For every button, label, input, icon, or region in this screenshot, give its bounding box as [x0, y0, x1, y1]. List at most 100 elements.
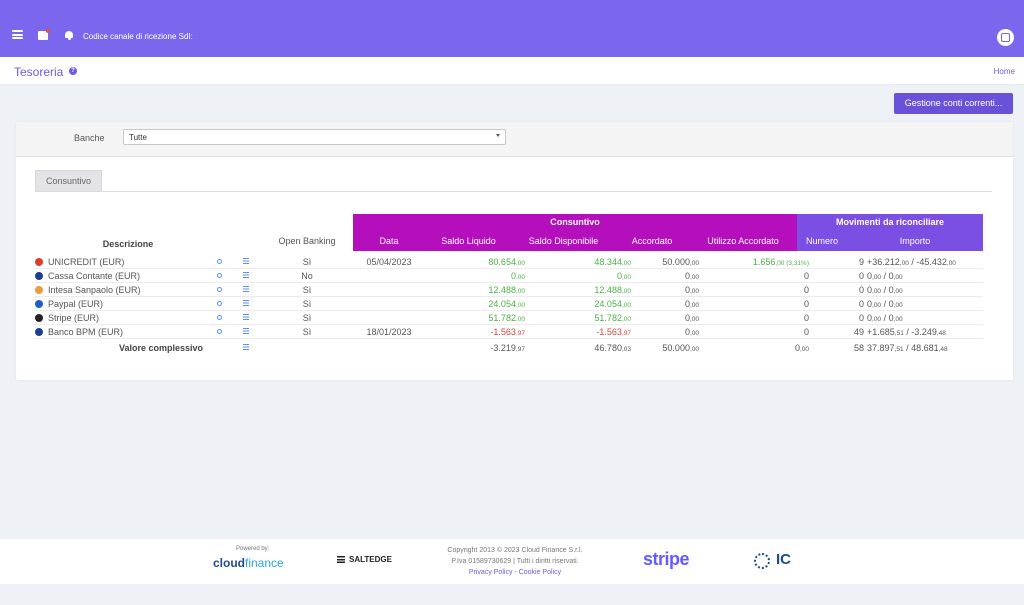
list-icon[interactable] — [243, 272, 249, 278]
messages-icon[interactable] — [38, 29, 50, 40]
search-icon[interactable] — [217, 301, 222, 306]
saldo-disponibile-value: 51.782,00 — [515, 313, 631, 323]
accordato-value-dec: ,00 — [689, 260, 699, 267]
list-icon[interactable] — [243, 258, 249, 264]
stripe-logo[interactable]: stripe — [643, 549, 690, 569]
list-icon[interactable] — [243, 328, 249, 334]
total-importo-negative-dec: ,48 — [938, 346, 948, 353]
menu-icon[interactable] — [12, 30, 23, 39]
tab-consuntivo[interactable]: Consuntivo — [35, 170, 102, 191]
help-icon[interactable]: ? — [69, 67, 77, 75]
accordato-value: 0,00 — [615, 313, 699, 323]
saldo-disponibile-value-dec: ,00 — [621, 274, 631, 281]
saldo-liquido-value-dec: ,00 — [515, 260, 525, 267]
utilizzo-accordato-value: 0 — [695, 285, 809, 295]
movimenti-header-band — [797, 214, 983, 251]
total-numero: 58 — [815, 343, 864, 353]
importo-positive-int: 0 — [867, 313, 873, 323]
date-value: 18/01/2023 — [366, 327, 412, 337]
list-icon[interactable] — [243, 286, 249, 292]
importo-negative-int: 0 — [888, 299, 894, 309]
importo-positive-int: +1.685 — [867, 327, 895, 337]
saldo-disponibile-value: 48.344,00 — [515, 257, 631, 267]
importo-positive-int: 0 — [867, 285, 873, 295]
movimenti-numero-value: 0 — [815, 299, 864, 309]
saltedge-icon — [337, 556, 345, 563]
account-name[interactable]: Banco BPM (EUR) — [48, 327, 124, 337]
importo-negative-int: 0 — [888, 285, 894, 295]
accordato-value-dec: ,00 — [689, 274, 699, 281]
bank-logo-icon — [35, 286, 43, 294]
total-importo-positive-int: 37.897 — [867, 343, 895, 353]
accordato-value: 0,00 — [615, 271, 699, 281]
saldo-disponibile-value-dec: ,00 — [621, 288, 631, 295]
account-name[interactable]: Stripe (EUR) — [48, 313, 100, 323]
title-bar: Tesoreria ? Home — [0, 57, 1024, 85]
account-name[interactable]: Intesa Sanpaolo (EUR) — [48, 285, 141, 295]
cloudfinance-logo-text: cloud — [213, 556, 245, 570]
accordato-value-int: 50.000 — [662, 257, 690, 267]
saldo-liquido-value-dec: ,97 — [515, 330, 525, 337]
list-icon[interactable] — [243, 314, 249, 320]
saldo-disponibile-value-int: 48.344 — [594, 257, 622, 267]
manage-accounts-button[interactable]: Gestione conti correnti... — [894, 93, 1013, 114]
account-name[interactable]: UNICREDIT (EUR) — [48, 257, 125, 267]
privacy-policy-link[interactable]: Privacy Policy — [468, 569, 513, 576]
col-utilizzo-accordato: Utilizzo Accordato — [707, 236, 779, 246]
movimenti-numero-value: 49 — [815, 327, 864, 337]
importo-positive-dec: ,00 — [872, 274, 882, 281]
saltedge-logo[interactable]: SALTEDGE — [349, 555, 392, 564]
accordato-value: 50.000,00 — [615, 257, 699, 267]
saldo-liquido-value-int: 80.654 — [488, 257, 516, 267]
importo-negative-dec: ,00 — [893, 316, 903, 323]
banks-select[interactable]: Tutte — [123, 129, 506, 145]
importo-negative-dec: ,00 — [893, 288, 903, 295]
accordato-value-int: 0 — [684, 299, 690, 309]
col-data: Data — [379, 236, 399, 246]
breadcrumb-home[interactable]: Home — [993, 67, 1015, 76]
list-icon[interactable] — [243, 300, 249, 306]
movimenti-numero-value-int: 0 — [858, 299, 864, 309]
account-name[interactable]: Paypal (EUR) — [48, 299, 104, 309]
list-icon[interactable] — [243, 344, 249, 350]
cloudfinance-logo[interactable]: cloudfinance — [213, 556, 284, 570]
search-icon[interactable] — [217, 315, 222, 320]
saldo-liquido-value-int: 51.782 — [488, 313, 516, 323]
piva-text: P.Iva 01589730629 | Tutti i diritti rise… — [451, 558, 579, 565]
movimenti-importo-value: 0,00 / 0,00 — [867, 271, 903, 281]
cookie-policy-link[interactable]: Cookie Policy — [518, 569, 562, 576]
search-icon[interactable] — [217, 287, 222, 292]
bank-logo-icon — [35, 258, 43, 266]
group-consuntivo-header: Consuntivo — [550, 217, 600, 227]
accordato-value-int: 0 — [684, 285, 690, 295]
bell-icon[interactable] — [64, 30, 74, 41]
search-icon[interactable] — [217, 329, 222, 334]
importo-positive-dec: ,00 — [872, 302, 882, 309]
importo-positive-dec: ,51 — [894, 330, 904, 337]
ic-logo: IC — [754, 545, 794, 575]
movimenti-numero-value-int: 49 — [853, 327, 864, 337]
saldo-liquido-value: -1.563,97 — [415, 327, 525, 337]
col-open-banking: Open Banking — [278, 236, 336, 246]
search-icon[interactable] — [217, 273, 222, 278]
movimenti-importo-value: 0,00 / 0,00 — [867, 313, 903, 323]
total-utilizzo-accordato-dec: ,00 — [799, 346, 809, 353]
ic-mark-icon — [754, 553, 770, 569]
accordato-value: 0,00 — [615, 285, 699, 295]
account-name[interactable]: Cassa Contante (EUR) — [48, 271, 141, 281]
user-menu-icon[interactable] — [997, 29, 1014, 46]
total-accordato-dec: ,00 — [689, 346, 699, 353]
saldo-disponibile-value: -1.563,97 — [515, 327, 631, 337]
accordato-value-int: 0 — [684, 271, 690, 281]
chevron-down-icon — [496, 134, 500, 137]
total-saldo-disponibile: 46.780,03 — [515, 343, 631, 353]
search-icon[interactable] — [217, 259, 222, 264]
movimenti-importo-value: +1.685,51 / -3.249,48 — [867, 327, 946, 337]
open-banking-value: Sì — [302, 299, 312, 309]
copyright-text: Copyright 2013 © 2023 Cloud Finance S.r.… — [447, 547, 583, 554]
table-row: Banco BPM (EUR) Sì 18/01/2023 -1.563,97 -1.5… — [35, 325, 983, 339]
open-banking-value: No — [301, 271, 313, 281]
saldo-disponibile-value-dec: ,00 — [621, 260, 631, 267]
col-accordato: Accordato — [631, 236, 673, 246]
saldo-disponibile-value-int: 51.782 — [594, 313, 622, 323]
